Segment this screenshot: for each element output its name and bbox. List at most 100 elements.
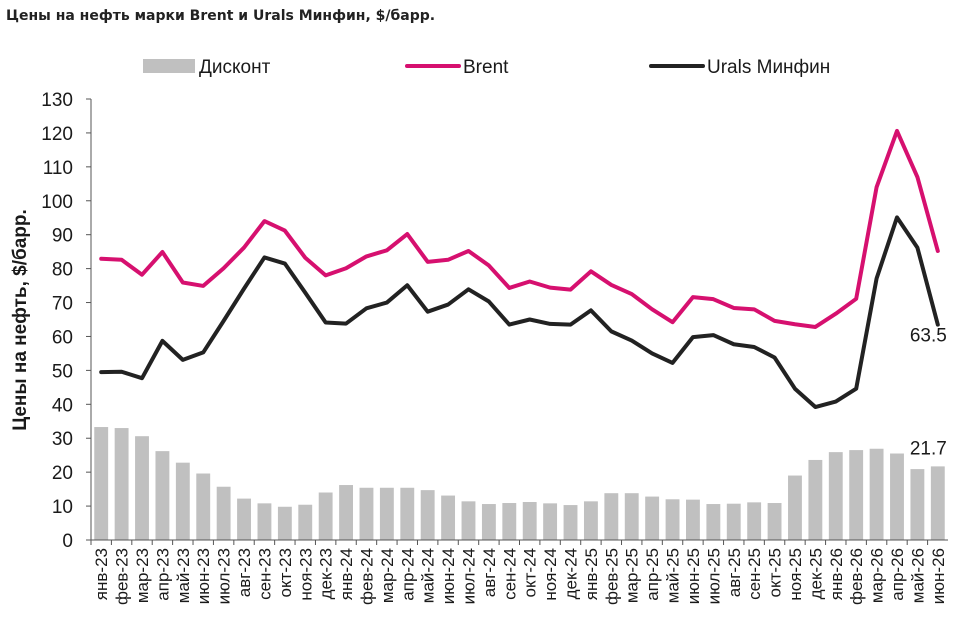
x-tick-label: янв-26 xyxy=(827,548,846,600)
x-tick-label: июн-23 xyxy=(194,548,213,604)
discount-bar xyxy=(237,498,251,540)
x-tick-label: авг-23 xyxy=(235,548,254,597)
discount-bar xyxy=(522,502,537,540)
discount-bar xyxy=(175,462,190,540)
y-tick-label: 90 xyxy=(52,226,73,247)
x-tick-label: июн-26 xyxy=(929,548,948,604)
x-tick-label: авг-25 xyxy=(725,548,744,597)
discount-bar xyxy=(298,504,313,540)
y-tick-label: 0 xyxy=(62,531,73,552)
discount-bar xyxy=(420,490,435,540)
x-tick-label: окт-24 xyxy=(521,548,540,597)
x-tick-label: мар-24 xyxy=(378,548,397,603)
discount-bar xyxy=(808,459,823,540)
legend-urals-label: Urals Минфин xyxy=(707,57,830,78)
x-tick-label: янв-23 xyxy=(92,548,111,600)
discount-bar xyxy=(400,487,415,540)
discount-bar xyxy=(216,486,231,540)
x-tick-label: окт-25 xyxy=(766,548,785,597)
x-tick-label: янв-24 xyxy=(337,548,356,600)
discount-bar xyxy=(930,466,945,540)
discount-bar xyxy=(665,499,680,540)
discount-bar xyxy=(318,492,333,540)
x-tick-label: июл-23 xyxy=(215,548,234,604)
discount-bar xyxy=(869,448,884,540)
legend-discount-swatch xyxy=(143,59,195,73)
x-tick-label: мар-25 xyxy=(623,548,642,603)
discount-bar xyxy=(706,504,721,540)
x-tick-label: апр-23 xyxy=(153,548,172,601)
x-tick-label: май-26 xyxy=(908,548,927,603)
x-tick-label: ноя-25 xyxy=(786,548,805,601)
discount-bar xyxy=(849,450,864,540)
x-tick-label: апр-24 xyxy=(398,548,417,601)
discount-bars xyxy=(94,427,945,540)
discount-bar xyxy=(747,502,762,540)
discount-bar xyxy=(583,501,598,540)
discount-bar xyxy=(726,503,741,540)
discount-bar xyxy=(604,493,619,540)
y-tick-label: 70 xyxy=(52,294,73,315)
discount-bar xyxy=(767,503,782,540)
x-tick-label: сен-23 xyxy=(255,548,274,600)
x-tick-label: дек-24 xyxy=(562,548,581,599)
discount-bar xyxy=(277,506,292,540)
y-tick-label: 100 xyxy=(41,192,73,213)
y-tick-label: 40 xyxy=(52,395,73,416)
x-tick-label: май-24 xyxy=(419,548,438,603)
x-tick-label: авг-24 xyxy=(480,548,499,597)
y-tick-label: 120 xyxy=(41,124,73,145)
y-tick-label: 20 xyxy=(52,463,73,484)
x-tick-label: июл-24 xyxy=(459,548,478,604)
discount-bar xyxy=(135,436,149,540)
discount-bar xyxy=(155,451,170,540)
urals-last-value-label: 63.5 xyxy=(910,326,947,347)
discount-bar xyxy=(828,452,843,540)
x-tick-label: мар-26 xyxy=(868,548,887,603)
discount-bar xyxy=(339,485,353,540)
x-tick-label: дек-25 xyxy=(806,548,825,599)
discount-bar xyxy=(94,427,109,540)
y-axis-label: Цены на нефть, $/барр. xyxy=(10,209,31,431)
discount-bar xyxy=(502,503,517,540)
discount-bar xyxy=(379,487,394,540)
discount-bar xyxy=(543,503,558,540)
x-tick-label: июл-25 xyxy=(704,548,723,604)
discount-bar xyxy=(114,428,129,540)
discount-bar xyxy=(563,505,578,540)
discount-bar xyxy=(686,499,700,540)
x-axis-ticks: янв-23 фев-23 мар-23 апр-23 май-23 июн-23 июл-… xyxy=(90,540,948,605)
discount-last-value-label: 21.7 xyxy=(910,438,947,459)
y-tick-label: 50 xyxy=(52,361,73,382)
discount-bar xyxy=(890,453,904,540)
discount-bar xyxy=(441,495,456,540)
y-tick-label: 80 xyxy=(52,260,73,281)
urals-line xyxy=(99,215,940,410)
y-tick-label: 110 xyxy=(43,158,73,179)
x-tick-label: июн-25 xyxy=(684,548,703,604)
x-tick-label: ноя-24 xyxy=(541,548,560,601)
y-tick-label: 130 xyxy=(41,90,73,111)
chart-title: Цены на нефть марки Brent и Urals Минфин… xyxy=(6,8,436,24)
x-tick-label: янв-25 xyxy=(582,548,601,600)
x-tick-label: апр-25 xyxy=(643,548,662,601)
discount-bar xyxy=(624,493,639,540)
x-tick-label: июн-24 xyxy=(439,548,458,604)
price-lines xyxy=(99,128,940,410)
discount-bar xyxy=(461,501,476,540)
discount-bar xyxy=(196,473,211,540)
x-tick-label: фев-26 xyxy=(847,548,866,605)
x-tick-label: апр-26 xyxy=(888,548,907,601)
y-tick-label: 60 xyxy=(52,327,73,348)
legend-brent-label: Brent xyxy=(463,57,509,78)
discount-bar xyxy=(910,469,925,540)
x-tick-label: фев-24 xyxy=(357,548,376,605)
x-tick-label: мар-23 xyxy=(133,548,152,603)
discount-bar xyxy=(257,503,272,540)
discount-bar xyxy=(645,496,660,540)
x-tick-label: май-23 xyxy=(174,548,193,603)
x-tick-label: дек-23 xyxy=(317,548,336,599)
discount-bar xyxy=(481,504,496,540)
x-tick-label: сен-24 xyxy=(500,548,519,600)
